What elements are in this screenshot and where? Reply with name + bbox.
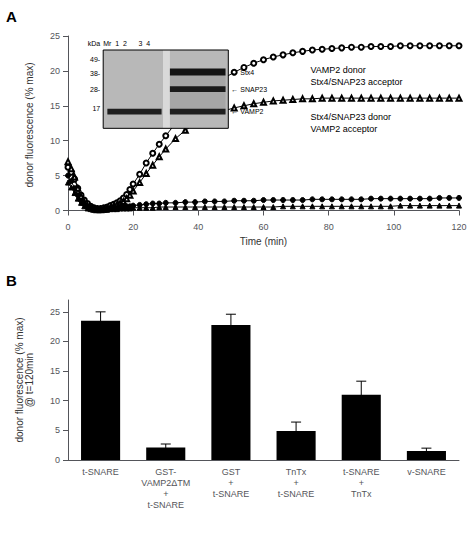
svg-text:0: 0 <box>55 455 60 465</box>
svg-text:v-SNARE: v-SNARE <box>407 467 446 477</box>
svg-text:Stx4/SNAP23 donor: Stx4/SNAP23 donor <box>310 112 391 122</box>
svg-text:5: 5 <box>55 425 60 435</box>
svg-text:+: + <box>228 478 233 488</box>
svg-text:B: B <box>6 272 17 289</box>
svg-text:17: 17 <box>92 105 100 112</box>
svg-text:25: 25 <box>50 31 60 41</box>
svg-text:120: 120 <box>451 222 466 232</box>
svg-text:donor fluorescence (% max): donor fluorescence (% max) <box>24 62 35 187</box>
svg-text:t-SNARE: t-SNARE <box>278 489 315 499</box>
svg-text:VAMP2 acceptor: VAMP2 acceptor <box>310 124 377 134</box>
svg-text:40: 40 <box>193 222 203 232</box>
svg-text:49-: 49- <box>90 56 101 63</box>
svg-text:← VAMP2: ← VAMP2 <box>231 108 263 115</box>
svg-text:100: 100 <box>386 222 401 232</box>
svg-text:@ t=120min: @ t=120min <box>24 353 35 407</box>
svg-text:+: + <box>163 489 168 499</box>
svg-text:Stx4/SNAP23 acceptor: Stx4/SNAP23 acceptor <box>310 77 402 87</box>
svg-text:15: 15 <box>50 366 60 376</box>
svg-text:t-SNARE: t-SNARE <box>147 500 184 510</box>
svg-text:0: 0 <box>65 222 70 232</box>
svg-text:TnTx: TnTx <box>286 467 307 477</box>
svg-text:Time (min): Time (min) <box>240 236 287 247</box>
svg-text:20: 20 <box>128 222 138 232</box>
svg-text:28-: 28- <box>90 86 101 93</box>
svg-text:donor fluorescence (% max): donor fluorescence (% max) <box>13 317 25 443</box>
svg-text:60: 60 <box>258 222 268 232</box>
svg-text:← Stx4: ← Stx4 <box>231 69 254 76</box>
svg-text:t-SNARE: t-SNARE <box>343 467 380 477</box>
svg-text:t-SNARE: t-SNARE <box>213 489 250 499</box>
svg-text:38-: 38- <box>90 70 101 77</box>
svg-text:+: + <box>359 478 364 488</box>
svg-text:GST: GST <box>222 467 241 477</box>
svg-text:kDa: kDa <box>88 40 101 47</box>
svg-text:t-SNARE: t-SNARE <box>82 467 119 477</box>
svg-text:25: 25 <box>50 307 60 317</box>
svg-text:20: 20 <box>50 336 60 346</box>
svg-text:+: + <box>293 478 298 488</box>
svg-text:GST-: GST- <box>155 467 176 477</box>
svg-text:← SNAP23: ← SNAP23 <box>231 86 267 93</box>
svg-text:A: A <box>6 8 17 25</box>
svg-text:Mr 1 2 3 4: Mr 1 2 3 4 <box>103 40 150 47</box>
svg-text:VAMP2ΔTM: VAMP2ΔTM <box>141 478 190 488</box>
svg-text:20: 20 <box>50 66 60 76</box>
svg-text:TnTx: TnTx <box>351 489 372 499</box>
svg-text:0: 0 <box>55 206 60 216</box>
svg-text:VAMP2 donor: VAMP2 donor <box>310 65 365 75</box>
svg-text:80: 80 <box>324 222 334 232</box>
svg-text:10: 10 <box>50 136 60 146</box>
svg-text:10: 10 <box>50 396 60 406</box>
svg-text:15: 15 <box>50 101 60 111</box>
svg-text:5: 5 <box>55 171 60 181</box>
